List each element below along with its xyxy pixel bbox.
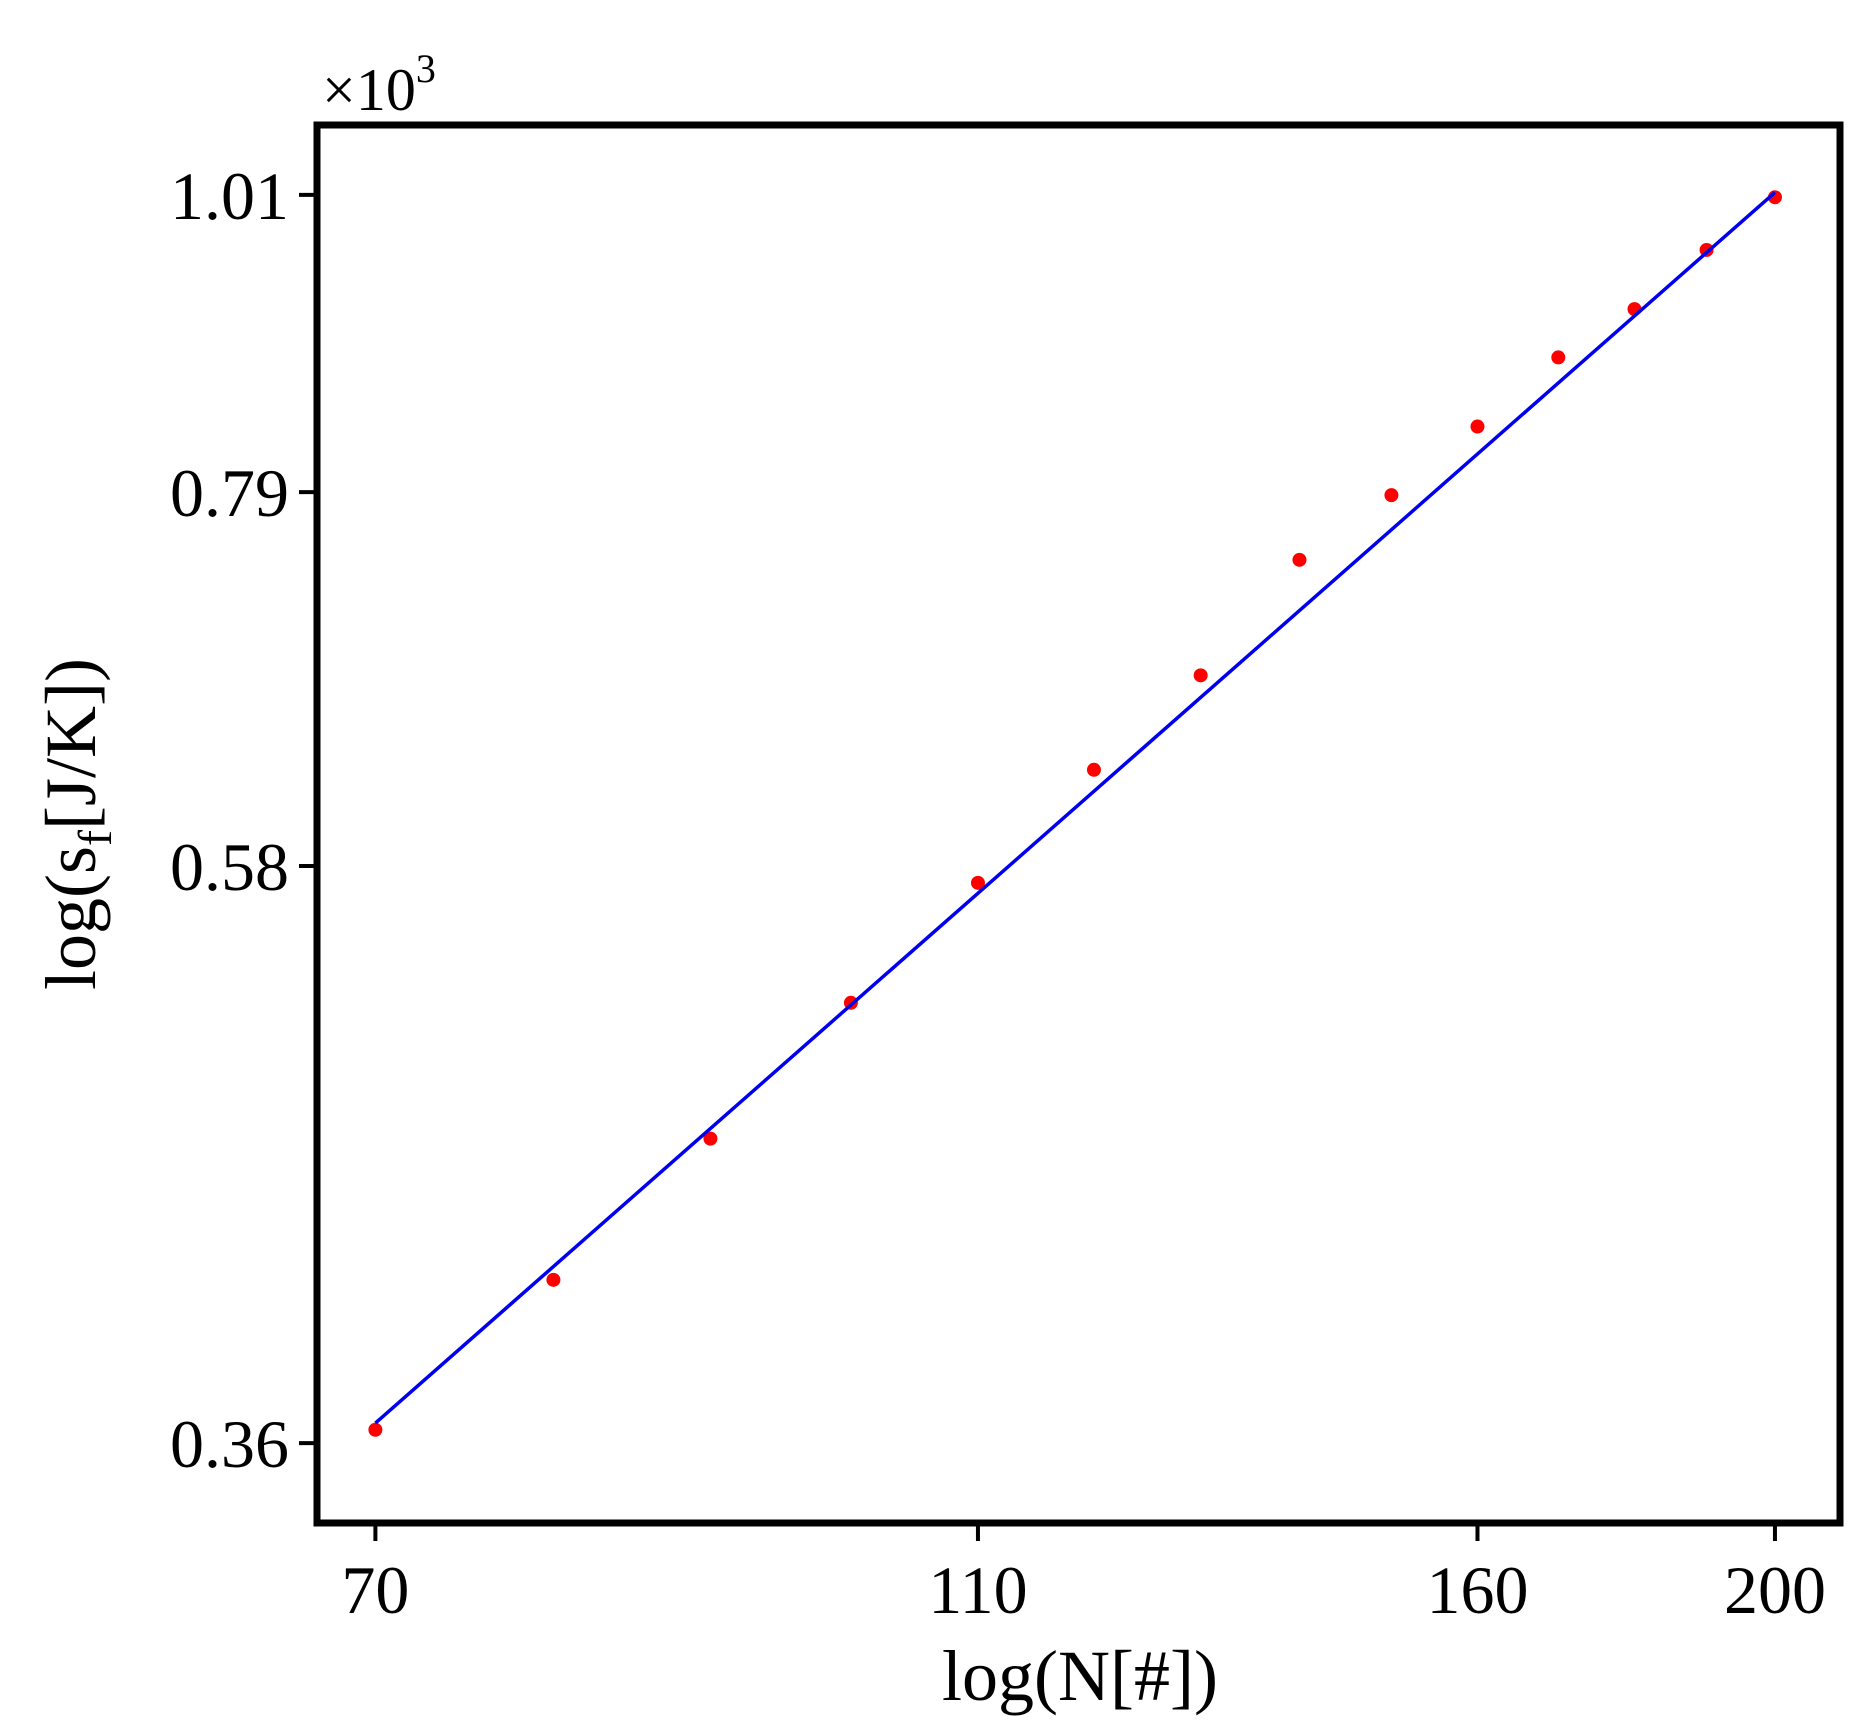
fit-line bbox=[374, 191, 1777, 1425]
x-tick-label: 200 bbox=[1724, 1552, 1826, 1628]
x-tick-label: 110 bbox=[928, 1552, 1027, 1628]
series-layer bbox=[368, 190, 1782, 1437]
y-axis-ticks: 0.36 0.58 0.79 1.01 bbox=[170, 158, 317, 1482]
y-axis-multiplier: ×103 bbox=[322, 46, 436, 123]
y-multiplier-base: ×10 bbox=[322, 57, 416, 123]
x-axis-title: log(N[#]) bbox=[942, 1636, 1218, 1716]
y-tick-label: 0.58 bbox=[170, 829, 289, 905]
y-tick-label: 0.36 bbox=[170, 1406, 289, 1482]
y-axis-title: log(sf[J/K]) bbox=[31, 658, 122, 990]
x-tick-label: 160 bbox=[1426, 1552, 1528, 1628]
y-axis-title-main: log(s bbox=[31, 846, 111, 990]
data-point bbox=[1193, 668, 1208, 683]
data-point bbox=[1551, 350, 1566, 365]
y-multiplier-exp: 3 bbox=[416, 46, 436, 91]
y-tick-label: 0.79 bbox=[170, 455, 289, 531]
data-point bbox=[1384, 488, 1399, 503]
data-point bbox=[1086, 762, 1101, 777]
data-point bbox=[546, 1272, 561, 1287]
y-axis-title-tail: [J/K]) bbox=[31, 658, 111, 830]
data-point bbox=[703, 1131, 718, 1146]
data-point bbox=[970, 875, 985, 890]
plot-frame bbox=[313, 121, 1844, 1527]
data-point bbox=[1292, 552, 1307, 567]
x-axis-ticks: 70 110 160 200 bbox=[341, 1523, 1826, 1628]
data-point bbox=[368, 1422, 383, 1437]
data-point bbox=[1470, 419, 1485, 434]
y-tick-label: 1.01 bbox=[170, 158, 289, 234]
y-axis-title-sub: f bbox=[69, 830, 122, 846]
x-tick-label: 70 bbox=[341, 1552, 409, 1628]
